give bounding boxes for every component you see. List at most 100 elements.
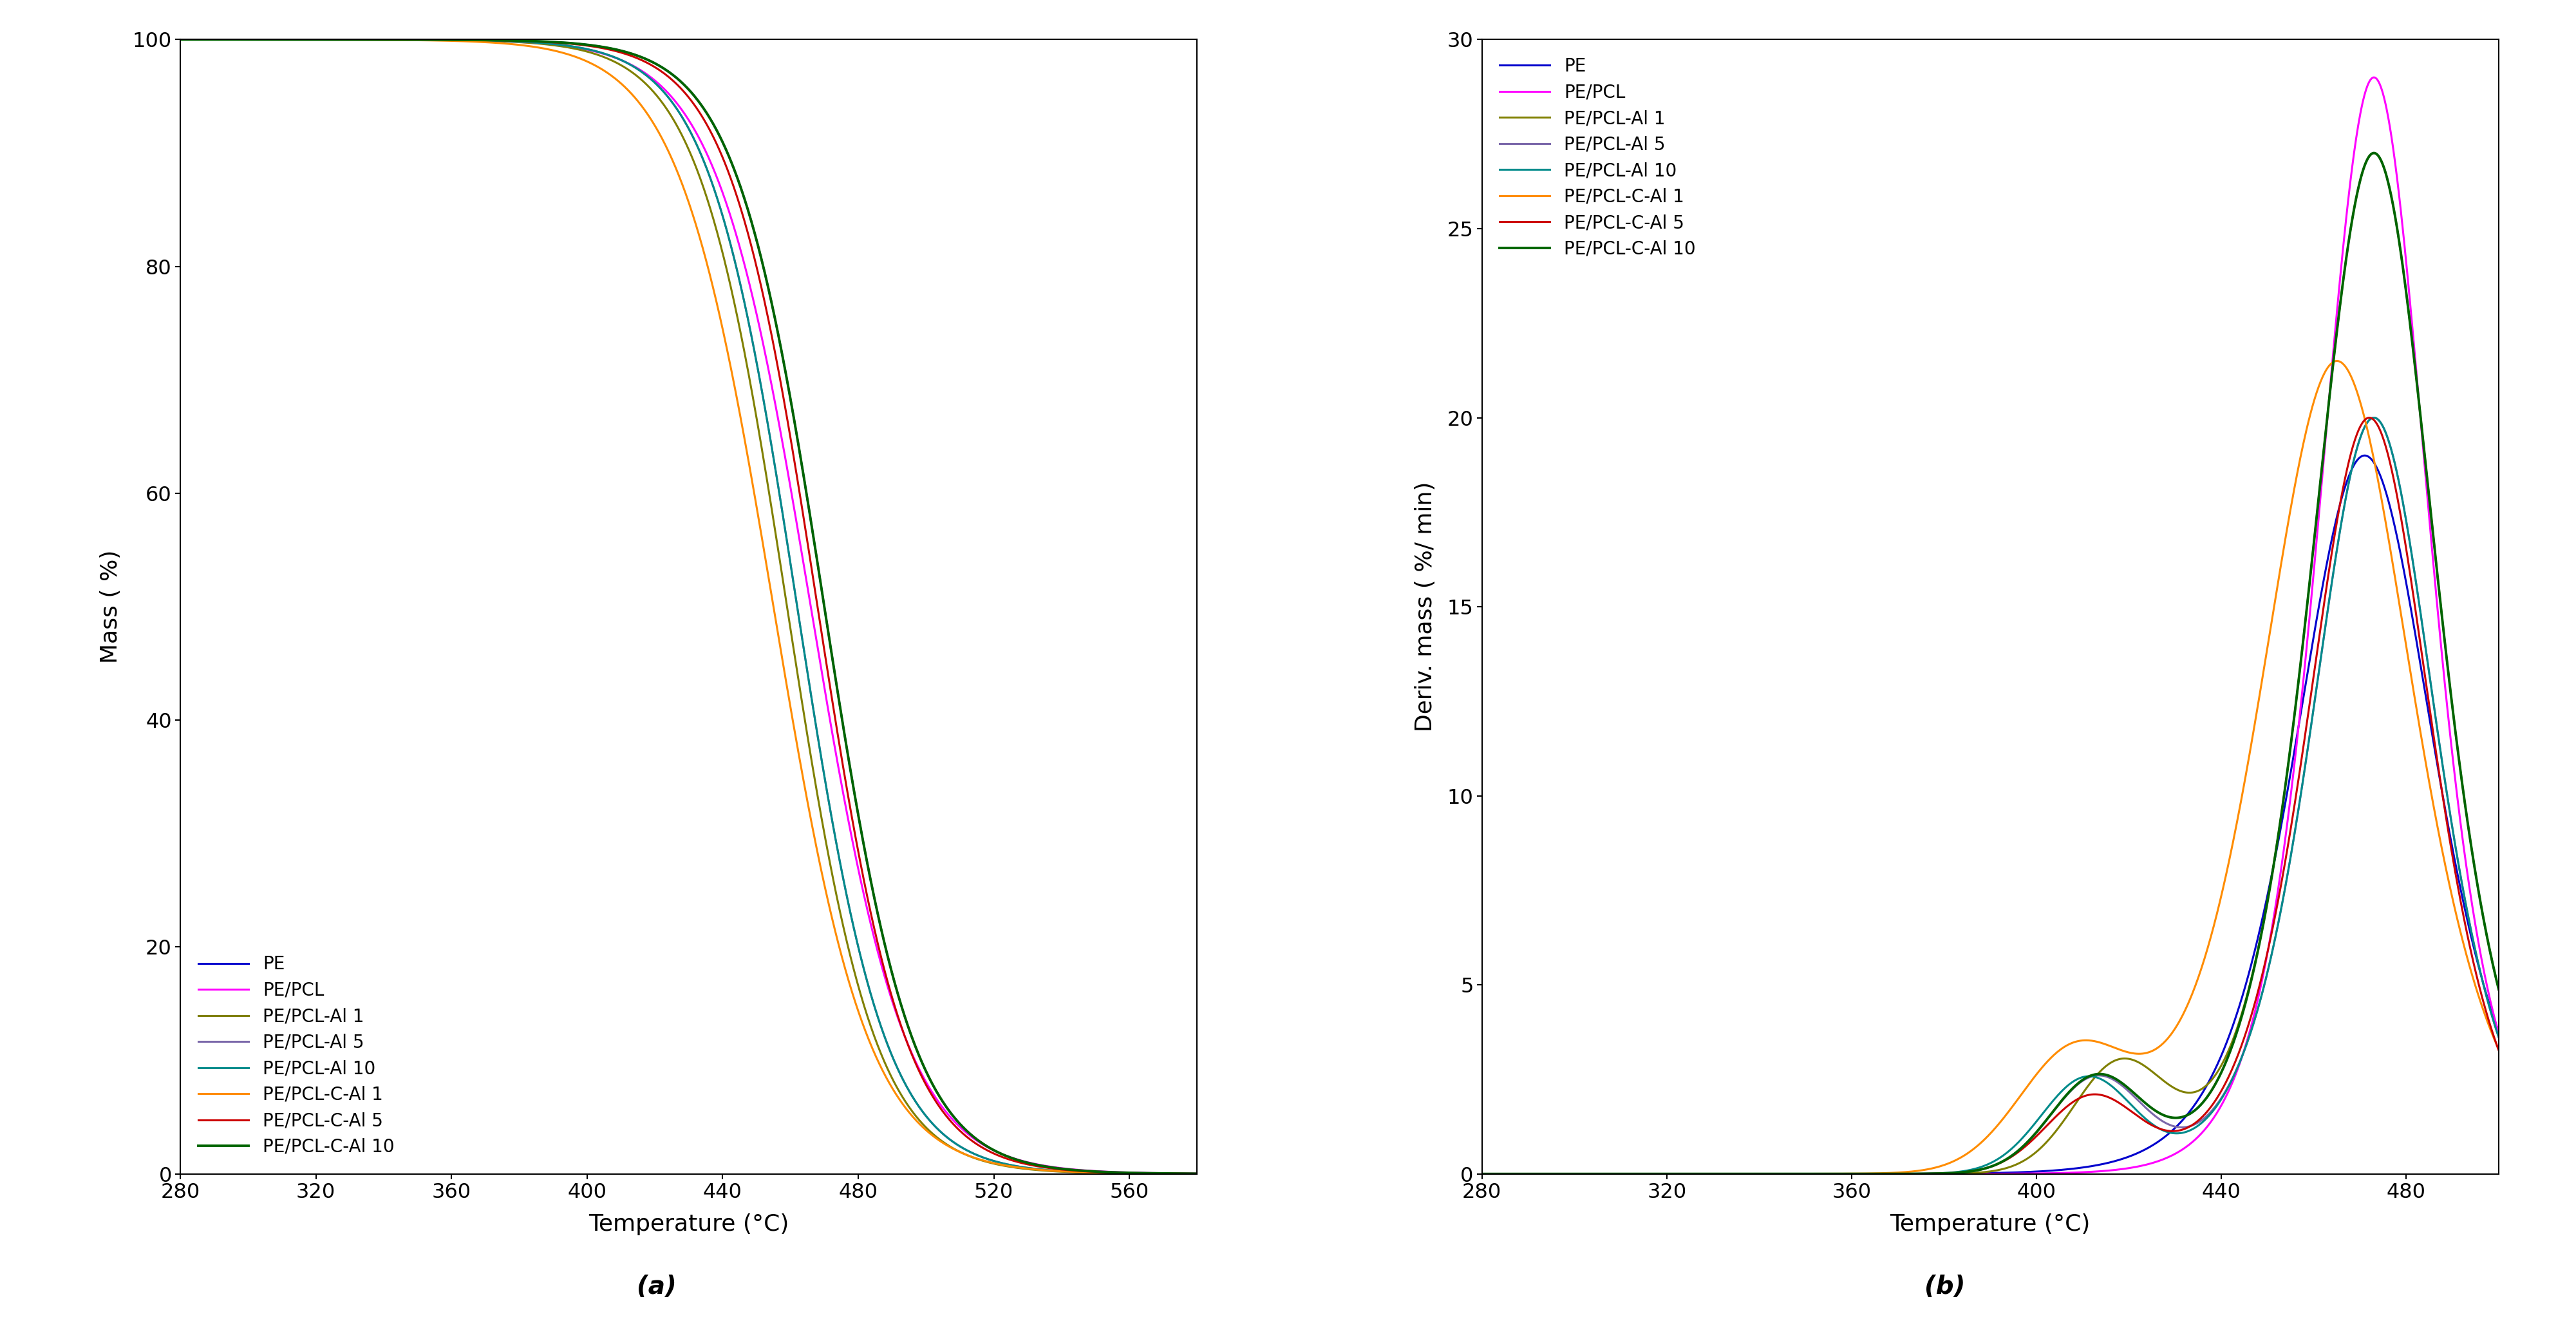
PE/PCL-C-Al 1 [2321,353,2352,369]
PE [337,32,368,47]
PE [507,33,538,49]
PE/PCL-Al 10 [337,32,368,47]
PE [165,32,196,47]
PE/PCL-Al 1 [2259,849,2290,865]
PE/PCL-Al 1 [165,32,196,47]
PE/PCL-C-Al 10 [2483,981,2514,997]
X-axis label: Temperature (°C): Temperature (°C) [1891,1213,2092,1235]
PE [698,119,729,135]
PE [2259,852,2290,868]
PE/PCL-Al 10 [2357,410,2388,426]
PE/PCL-C-Al 5 [337,32,368,47]
PE/PCL-C-Al 5 [507,33,538,49]
PE/PCL-Al 5 [605,53,636,69]
PE [605,42,636,58]
Legend: PE, PE/PCL, PE/PCL-Al 1, PE/PCL-Al 5, PE/PCL-Al 10, PE/PCL-C-Al 1, PE/PCL-C-Al 5: PE, PE/PCL, PE/PCL-Al 1, PE/PCL-Al 5, PE… [188,947,404,1165]
PE/PCL-C-Al 5 [698,132,729,148]
PE/PCL-Al 10 [721,257,752,273]
PE/PCL [2357,70,2388,86]
PE/PCL-Al 10 [299,32,330,47]
Line: PE/PCL-C-Al 5: PE/PCL-C-Al 5 [1481,418,2499,1174]
PE/PCL [299,32,330,47]
PE/PCL-Al 10 [698,182,729,198]
Line: PE/PCL: PE/PCL [180,40,1198,1174]
PE/PCL-C-Al 5 [1571,1166,1602,1182]
PE/PCL-C-Al 10 [1571,1166,1602,1182]
Line: PE/PCL-Al 5: PE/PCL-Al 5 [1481,418,2499,1174]
PE/PCL [2164,1144,2195,1159]
PE/PCL-Al 1 [698,215,729,231]
Legend: PE, PE/PCL, PE/PCL-Al 1, PE/PCL-Al 5, PE/PCL-Al 10, PE/PCL-C-Al 1, PE/PCL-C-Al 5: PE, PE/PCL, PE/PCL-Al 1, PE/PCL-Al 5, PE… [1492,49,1705,266]
PE/PCL-C-Al 1 [1466,1166,1497,1182]
X-axis label: Temperature (°C): Temperature (°C) [587,1213,788,1235]
PE/PCL [337,32,368,47]
PE/PCL-C-Al 10 [2277,719,2308,735]
PE/PCL-Al 1 [507,34,538,50]
PE/PCL-C-Al 10 [1466,1166,1497,1182]
PE/PCL-C-Al 5 [1878,1166,1909,1182]
PE/PCL-C-Al 1 [1914,1161,1945,1177]
PE/PCL-C-Al 10 [2259,851,2290,867]
Line: PE/PCL-Al 1: PE/PCL-Al 1 [1481,153,2499,1174]
Line: PE/PCL-C-Al 1: PE/PCL-C-Al 1 [180,40,1198,1174]
PE/PCL-C-Al 10 [299,32,330,47]
Line: PE/PCL-C-Al 10: PE/PCL-C-Al 10 [1481,153,2499,1174]
PE/PCL-Al 1 [1182,1166,1213,1182]
PE/PCL-C-Al 5 [2277,806,2308,822]
PE/PCL-Al 10 [605,53,636,69]
PE/PCL-Al 1 [337,32,368,47]
PE [1914,1166,1945,1182]
PE/PCL-Al 5 [2277,835,2308,851]
Line: PE: PE [180,40,1198,1174]
PE/PCL-Al 1 [2277,718,2308,733]
PE/PCL-C-Al 1 [165,32,196,47]
PE [2483,1024,2514,1039]
PE/PCL-C-Al 5 [1466,1166,1497,1182]
PE/PCL-Al 1 [2357,145,2388,161]
PE/PCL-Al 5 [1182,1166,1213,1182]
PE/PCL [698,164,729,179]
PE/PCL-C-Al 1 [721,385,752,401]
PE/PCL-C-Al 5 [299,32,330,47]
PE/PCL-C-Al 10 [605,42,636,58]
PE/PCL-Al 1 [1571,1166,1602,1182]
PE/PCL-Al 5 [507,34,538,50]
PE/PCL-Al 10 [1914,1166,1945,1182]
PE/PCL-Al 10 [165,32,196,47]
PE/PCL-C-Al 10 [2164,1109,2195,1125]
PE [1182,1166,1213,1182]
PE/PCL-C-Al 5 [721,185,752,200]
PE/PCL-C-Al 10 [337,32,368,47]
PE/PCL-Al 5 [1914,1166,1945,1182]
PE/PCL-Al 10 [1466,1166,1497,1182]
PE/PCL-Al 10 [2259,933,2290,948]
PE/PCL-C-Al 1 [2164,1012,2195,1028]
PE [721,166,752,182]
PE/PCL-C-Al 1 [299,32,330,47]
PE/PCL-C-Al 5 [2164,1122,2195,1138]
PE/PCL [1182,1166,1213,1182]
PE/PCL [165,32,196,47]
PE/PCL-Al 10 [507,34,538,50]
PE/PCL-Al 1 [2164,1083,2195,1099]
PE/PCL-Al 10 [1182,1166,1213,1182]
PE/PCL-Al 10 [2164,1125,2195,1141]
PE/PCL-C-Al 10 [2357,145,2388,161]
PE/PCL-Al 5 [165,32,196,47]
PE/PCL-C-Al 5 [2354,410,2385,426]
PE [299,32,330,47]
PE/PCL-C-Al 1 [2259,595,2290,611]
PE/PCL [605,53,636,69]
PE/PCL-Al 5 [1466,1166,1497,1182]
PE/PCL-Al 10 [2483,1029,2514,1045]
Line: PE/PCL-C-Al 5: PE/PCL-C-Al 5 [180,40,1198,1174]
PE/PCL-C-Al 5 [2483,1042,2514,1058]
PE/PCL-Al 5 [1571,1166,1602,1182]
PE/PCL-C-Al 1 [507,37,538,53]
PE/PCL [1914,1166,1945,1182]
PE/PCL-Al 1 [299,32,330,47]
Text: (a): (a) [636,1274,677,1299]
PE/PCL [1878,1166,1909,1182]
Text: (b): (b) [1924,1274,1965,1299]
PE/PCL-C-Al 10 [698,119,729,135]
